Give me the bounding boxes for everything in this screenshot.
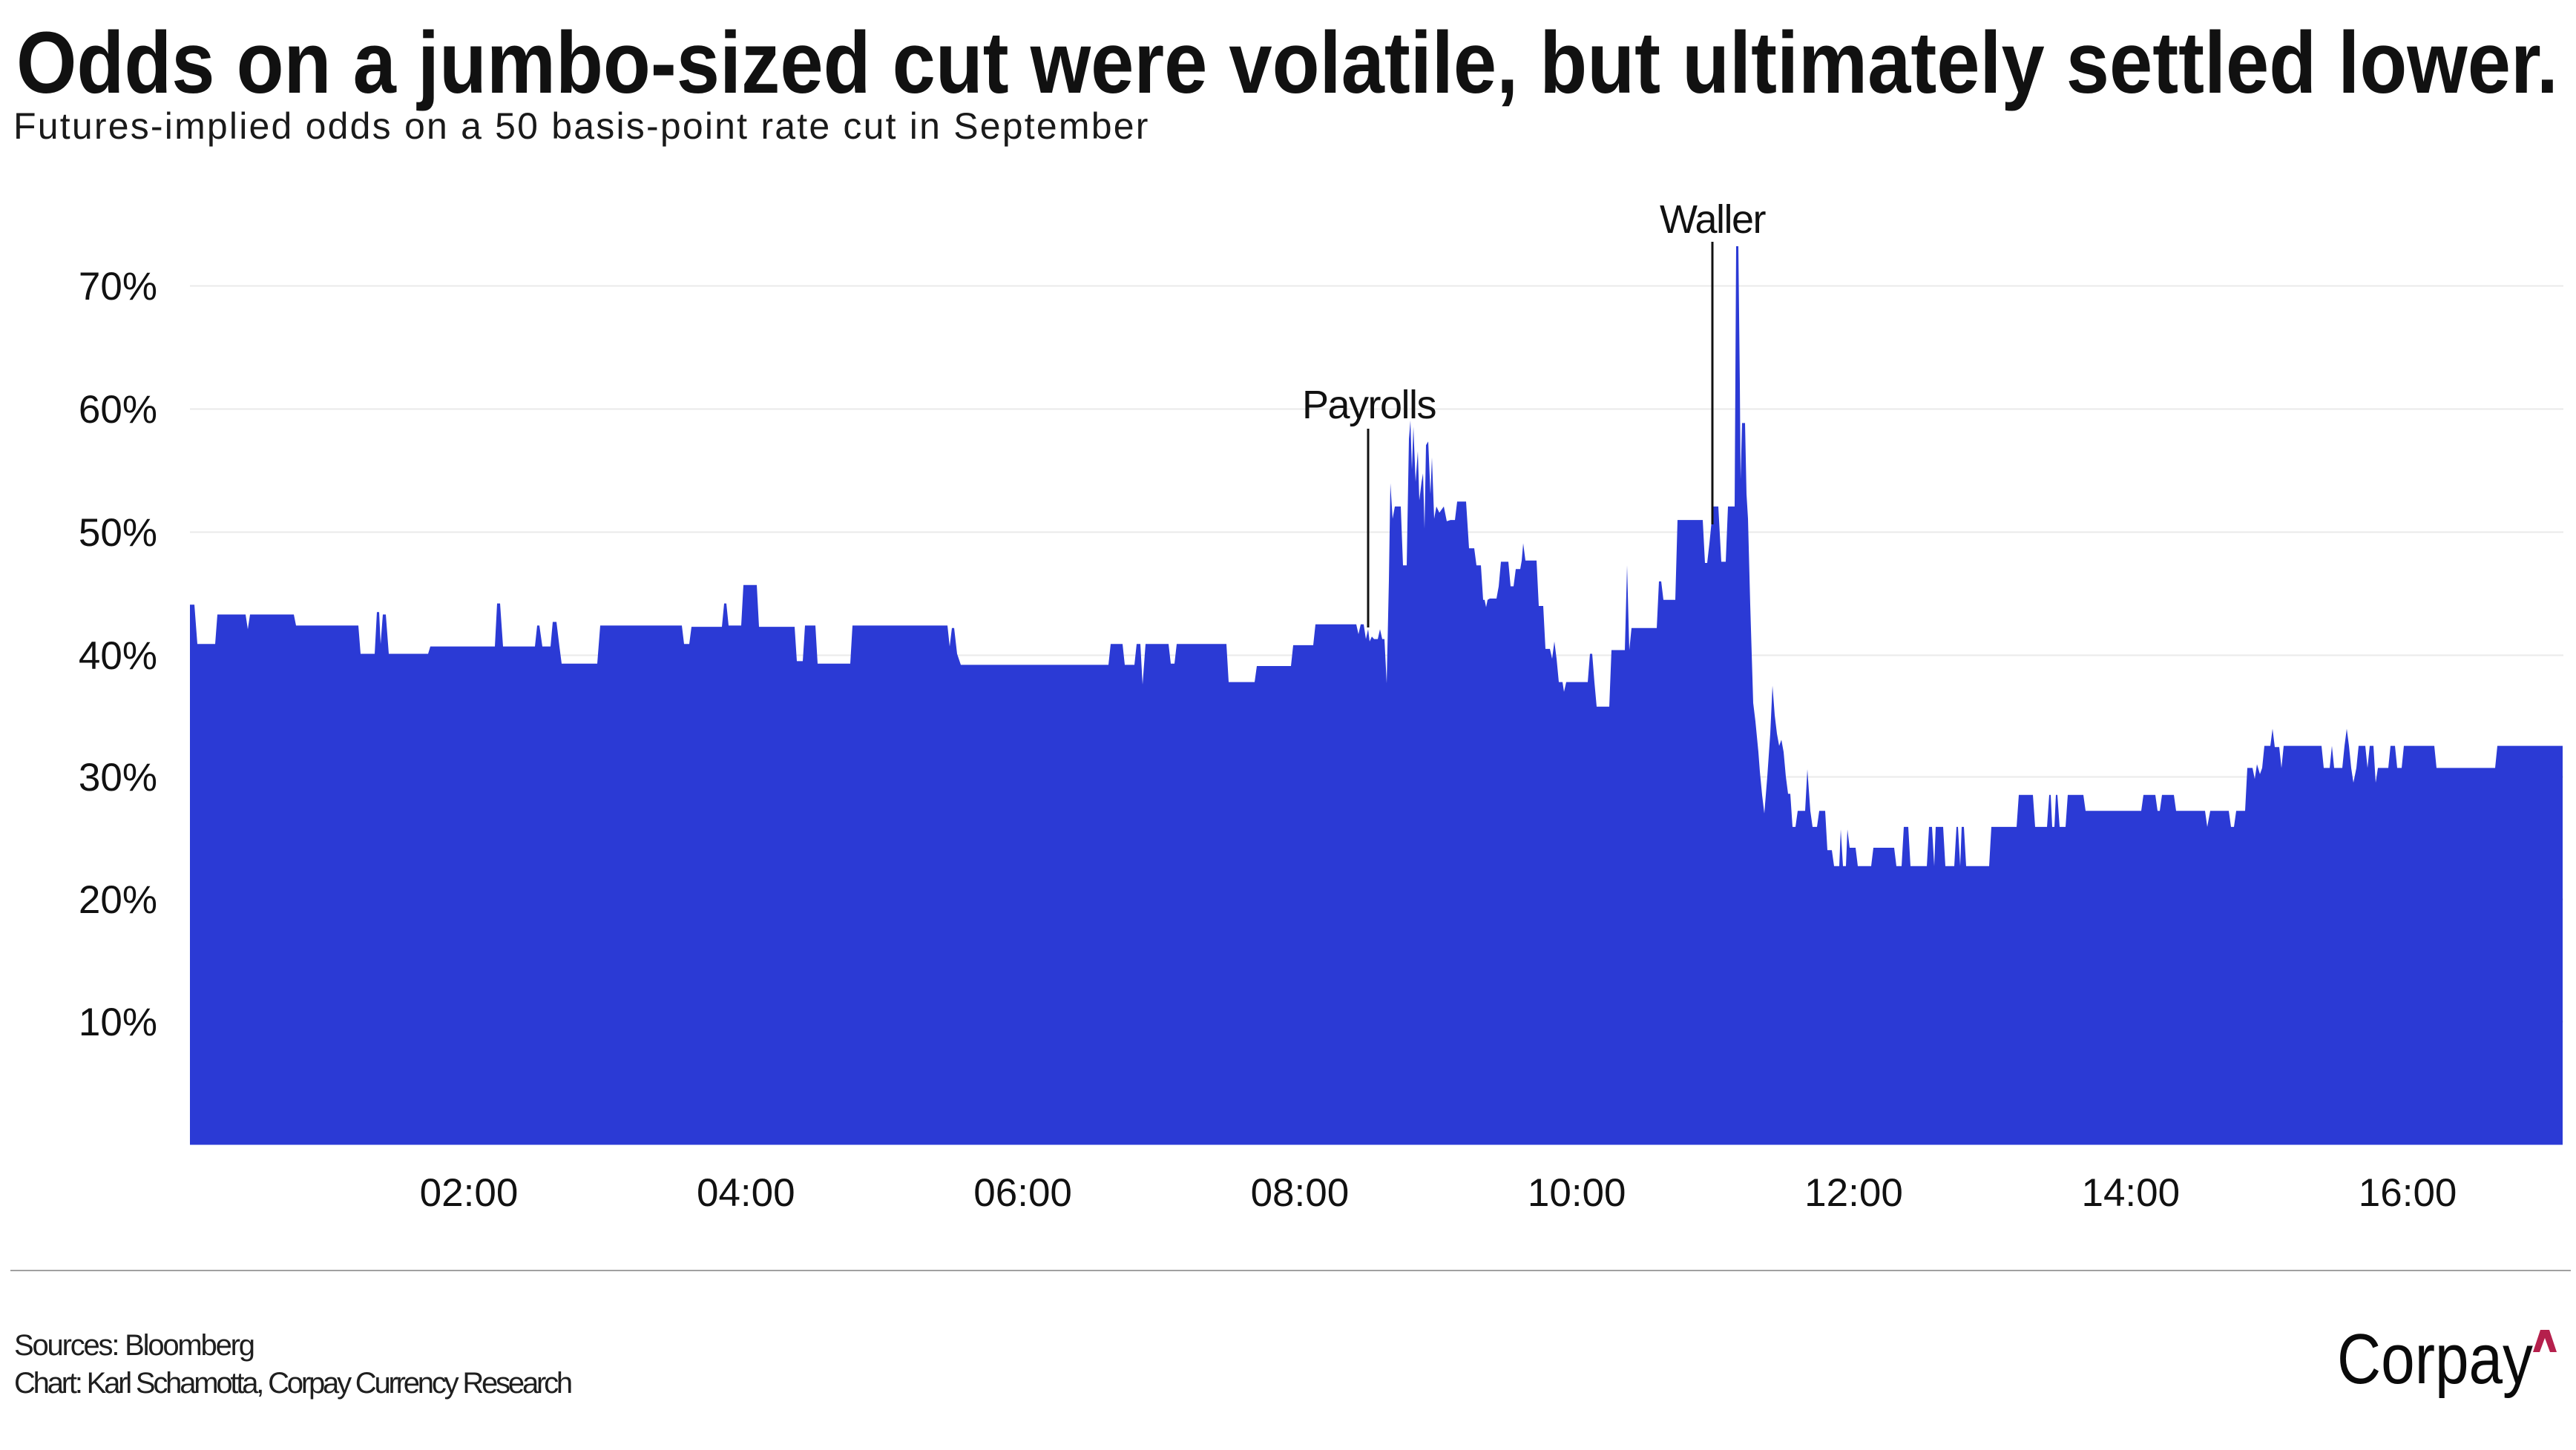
svg-text:Futures-implied odds on a 50 b: Futures-implied odds on a 50 basis-point… bbox=[13, 105, 1150, 147]
svg-text:06:00: 06:00 bbox=[973, 1171, 1072, 1215]
svg-text:Payrolls: Payrolls bbox=[1302, 383, 1436, 427]
svg-text:12:00: 12:00 bbox=[1804, 1171, 1903, 1215]
svg-text:Odds on a jumbo-sized cut were: Odds on a jumbo-sized cut were volatile,… bbox=[16, 14, 2558, 112]
svg-text:08:00: 08:00 bbox=[1251, 1171, 1350, 1215]
svg-text:10%: 10% bbox=[79, 1001, 157, 1044]
svg-text:Corpay: Corpay bbox=[2337, 1319, 2533, 1399]
svg-text:Chart: Karl Schamotta, Corpay: Chart: Karl Schamotta, Corpay Currency R… bbox=[14, 1367, 571, 1400]
svg-text:40%: 40% bbox=[79, 634, 157, 678]
svg-text:04:00: 04:00 bbox=[697, 1171, 795, 1215]
svg-text:60%: 60% bbox=[79, 388, 157, 432]
svg-text:10:00: 10:00 bbox=[1528, 1171, 1626, 1215]
svg-text:02:00: 02:00 bbox=[420, 1171, 519, 1215]
svg-text:Waller: Waller bbox=[1660, 197, 1767, 242]
svg-text:20%: 20% bbox=[79, 878, 157, 922]
svg-text:30%: 30% bbox=[79, 756, 157, 800]
svg-text:14:00: 14:00 bbox=[2081, 1171, 2180, 1215]
svg-text:Sources: Bloomberg: Sources: Bloomberg bbox=[14, 1329, 254, 1362]
svg-text:50%: 50% bbox=[79, 511, 157, 555]
svg-text:16:00: 16:00 bbox=[2359, 1171, 2457, 1215]
svg-text:70%: 70% bbox=[79, 265, 157, 309]
